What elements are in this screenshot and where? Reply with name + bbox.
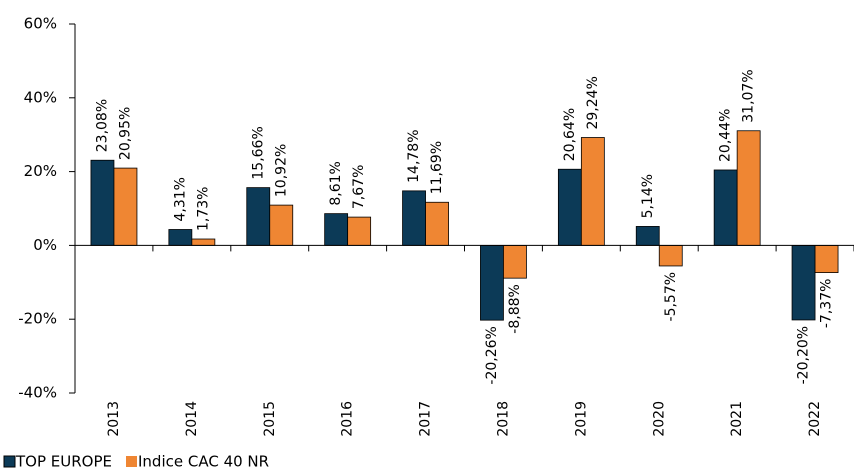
bar (324, 213, 349, 246)
x-tick-label: 2013 (106, 401, 122, 437)
data-label: -8,88% (507, 284, 523, 334)
data-label: -20,20% (796, 326, 812, 384)
bar (814, 244, 839, 273)
y-tick-label: -20% (18, 310, 57, 328)
bar (791, 244, 816, 321)
x-tick-label: 2015 (262, 401, 278, 437)
data-label: 10,92% (273, 144, 289, 197)
bar (736, 130, 761, 246)
legend-swatch (126, 456, 137, 467)
bar (113, 167, 138, 246)
data-label: 15,66% (250, 126, 266, 179)
data-label: 20,64% (562, 108, 578, 161)
bar (580, 137, 605, 246)
data-label: -7,37% (819, 279, 835, 329)
x-tick-label: 2016 (340, 401, 356, 437)
x-tick-label: 2020 (651, 401, 667, 437)
data-label: 31,07% (741, 69, 757, 122)
bar (246, 187, 271, 246)
legend-label: TOP EUROPE (15, 453, 112, 471)
data-label: 29,24% (585, 76, 601, 129)
data-label: 8,61% (328, 161, 344, 205)
data-label: 4,31% (172, 177, 188, 221)
x-tick-label: 2018 (495, 401, 511, 437)
bar (503, 244, 527, 279)
x-tick-label: 2014 (184, 401, 200, 437)
data-label: 14,78% (406, 129, 422, 182)
bar (658, 244, 683, 267)
data-label: 5,14% (640, 174, 656, 218)
x-tick-label: 2019 (573, 401, 589, 437)
bar (635, 226, 660, 246)
bar (425, 201, 449, 246)
y-tick-label: 20% (24, 162, 57, 180)
data-label: -5,57% (663, 272, 679, 322)
legend-label: Indice CAC 40 NR (138, 453, 269, 471)
data-label: -20,26% (484, 326, 500, 384)
x-tick-label: 2017 (418, 401, 434, 437)
bar (402, 190, 426, 246)
bar (347, 216, 372, 246)
data-label: 23,08% (94, 99, 110, 152)
data-label: 7,67% (351, 165, 367, 209)
legend-swatch (3, 455, 16, 468)
bar (168, 229, 193, 246)
data-label: 20,44% (718, 109, 734, 162)
y-tick-label: 60% (24, 15, 57, 33)
bar (713, 169, 738, 246)
y-tick-label: 40% (24, 88, 57, 106)
bar (90, 159, 115, 246)
data-label: 11,69% (429, 141, 445, 194)
y-tick-label: 0% (33, 236, 57, 254)
y-tick-label: -40% (18, 384, 57, 402)
bar (480, 244, 504, 321)
bar (269, 204, 294, 246)
x-tick-label: 2022 (807, 401, 823, 437)
data-label: 20,95% (117, 107, 133, 160)
x-tick-label: 2021 (729, 401, 745, 437)
data-label: 1,73% (195, 187, 211, 231)
bar (191, 238, 216, 246)
bar (557, 168, 582, 246)
